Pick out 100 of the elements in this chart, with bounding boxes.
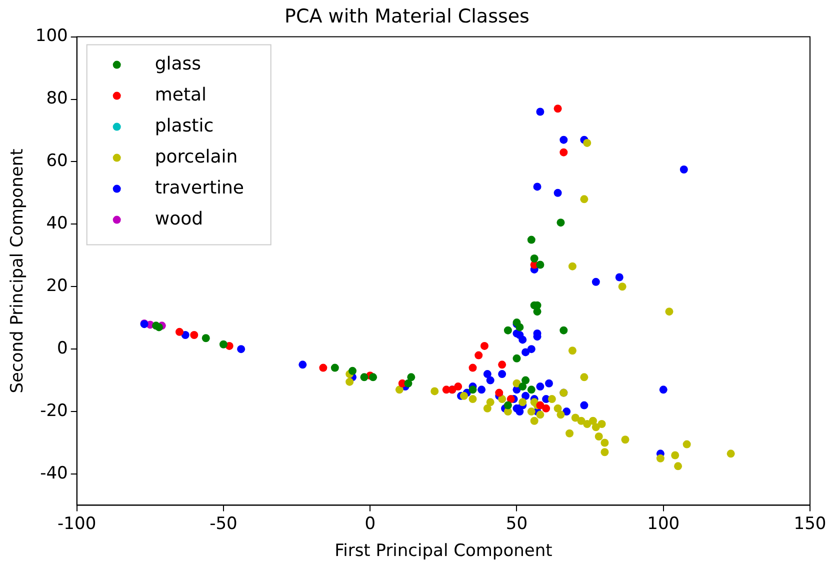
point — [554, 404, 562, 412]
point — [522, 376, 530, 384]
chart-title: PCA with Material Classes — [284, 5, 530, 28]
point — [665, 308, 674, 316]
point — [518, 336, 527, 344]
point — [556, 410, 565, 419]
point — [580, 195, 588, 204]
point — [568, 262, 576, 270]
point — [726, 450, 735, 458]
y-tick-label: 100 — [35, 26, 68, 46]
x-tick-label: 100 — [647, 514, 680, 534]
point — [562, 408, 571, 416]
point — [330, 364, 339, 372]
point — [369, 373, 378, 382]
point — [536, 260, 544, 269]
point — [190, 331, 198, 340]
point — [360, 373, 368, 382]
point — [554, 104, 562, 113]
point — [577, 416, 586, 425]
point — [504, 401, 512, 410]
point — [518, 382, 527, 391]
point — [460, 392, 468, 400]
point — [483, 370, 492, 378]
point — [615, 273, 624, 282]
x-tick-label: 50 — [506, 514, 528, 534]
point — [530, 254, 538, 263]
point — [527, 408, 536, 416]
point — [407, 373, 416, 382]
point — [548, 395, 556, 404]
y-tick-label: -40 — [40, 463, 68, 484]
point — [580, 401, 588, 410]
point — [474, 351, 483, 360]
point — [545, 379, 553, 388]
point — [554, 188, 562, 197]
point — [533, 308, 542, 316]
point — [219, 340, 228, 348]
x-axis-title: First Principal Component — [334, 541, 553, 562]
point — [348, 366, 357, 375]
point — [404, 379, 412, 388]
point — [674, 462, 682, 470]
point — [319, 364, 328, 372]
point — [506, 395, 515, 404]
point — [512, 379, 521, 388]
point — [298, 360, 307, 369]
point — [395, 386, 404, 394]
legend-label: porcelain — [154, 146, 238, 168]
point — [346, 378, 354, 386]
point — [536, 108, 544, 116]
y-tick-label: 20 — [46, 276, 68, 296]
point — [486, 376, 494, 384]
x-tick-label: -50 — [210, 514, 238, 534]
point — [468, 364, 477, 372]
x-tick-label: 150 — [794, 514, 826, 534]
point — [533, 182, 542, 191]
legend-label: wood — [154, 208, 204, 230]
point — [522, 348, 530, 356]
point — [468, 395, 477, 404]
point — [600, 448, 609, 456]
point — [495, 388, 504, 397]
point — [671, 451, 680, 460]
point — [594, 432, 603, 440]
point — [542, 404, 550, 412]
point — [560, 136, 568, 144]
point — [530, 416, 538, 425]
point — [468, 386, 477, 394]
y-axis-title: Second Principal Component — [8, 148, 28, 394]
legend-label: metal — [154, 84, 207, 106]
y-tick-label: 80 — [46, 88, 68, 109]
point — [583, 138, 592, 147]
point — [566, 429, 574, 438]
point — [527, 345, 536, 354]
point — [588, 416, 597, 425]
point — [592, 423, 600, 432]
point — [498, 370, 506, 378]
point — [621, 436, 630, 444]
point — [454, 382, 462, 391]
point — [568, 346, 576, 355]
y-tick-label: 40 — [46, 214, 68, 234]
point — [600, 438, 609, 447]
point — [202, 334, 210, 342]
legend-label: travertine — [154, 177, 244, 198]
point — [527, 236, 536, 244]
legend-label: plastic — [154, 115, 214, 136]
point — [483, 404, 492, 412]
y-tick-label: 60 — [46, 151, 68, 172]
point — [498, 395, 506, 404]
point — [592, 278, 600, 286]
point — [583, 420, 592, 428]
point — [659, 386, 668, 394]
point — [504, 326, 512, 334]
point — [430, 387, 439, 396]
point — [478, 386, 486, 394]
point — [154, 323, 163, 332]
point — [175, 328, 184, 336]
point — [486, 398, 494, 406]
y-tick-label: -20 — [40, 400, 68, 421]
point — [598, 420, 606, 428]
point — [181, 331, 190, 340]
y-tick-label: 0 — [57, 338, 68, 358]
point — [618, 282, 626, 291]
